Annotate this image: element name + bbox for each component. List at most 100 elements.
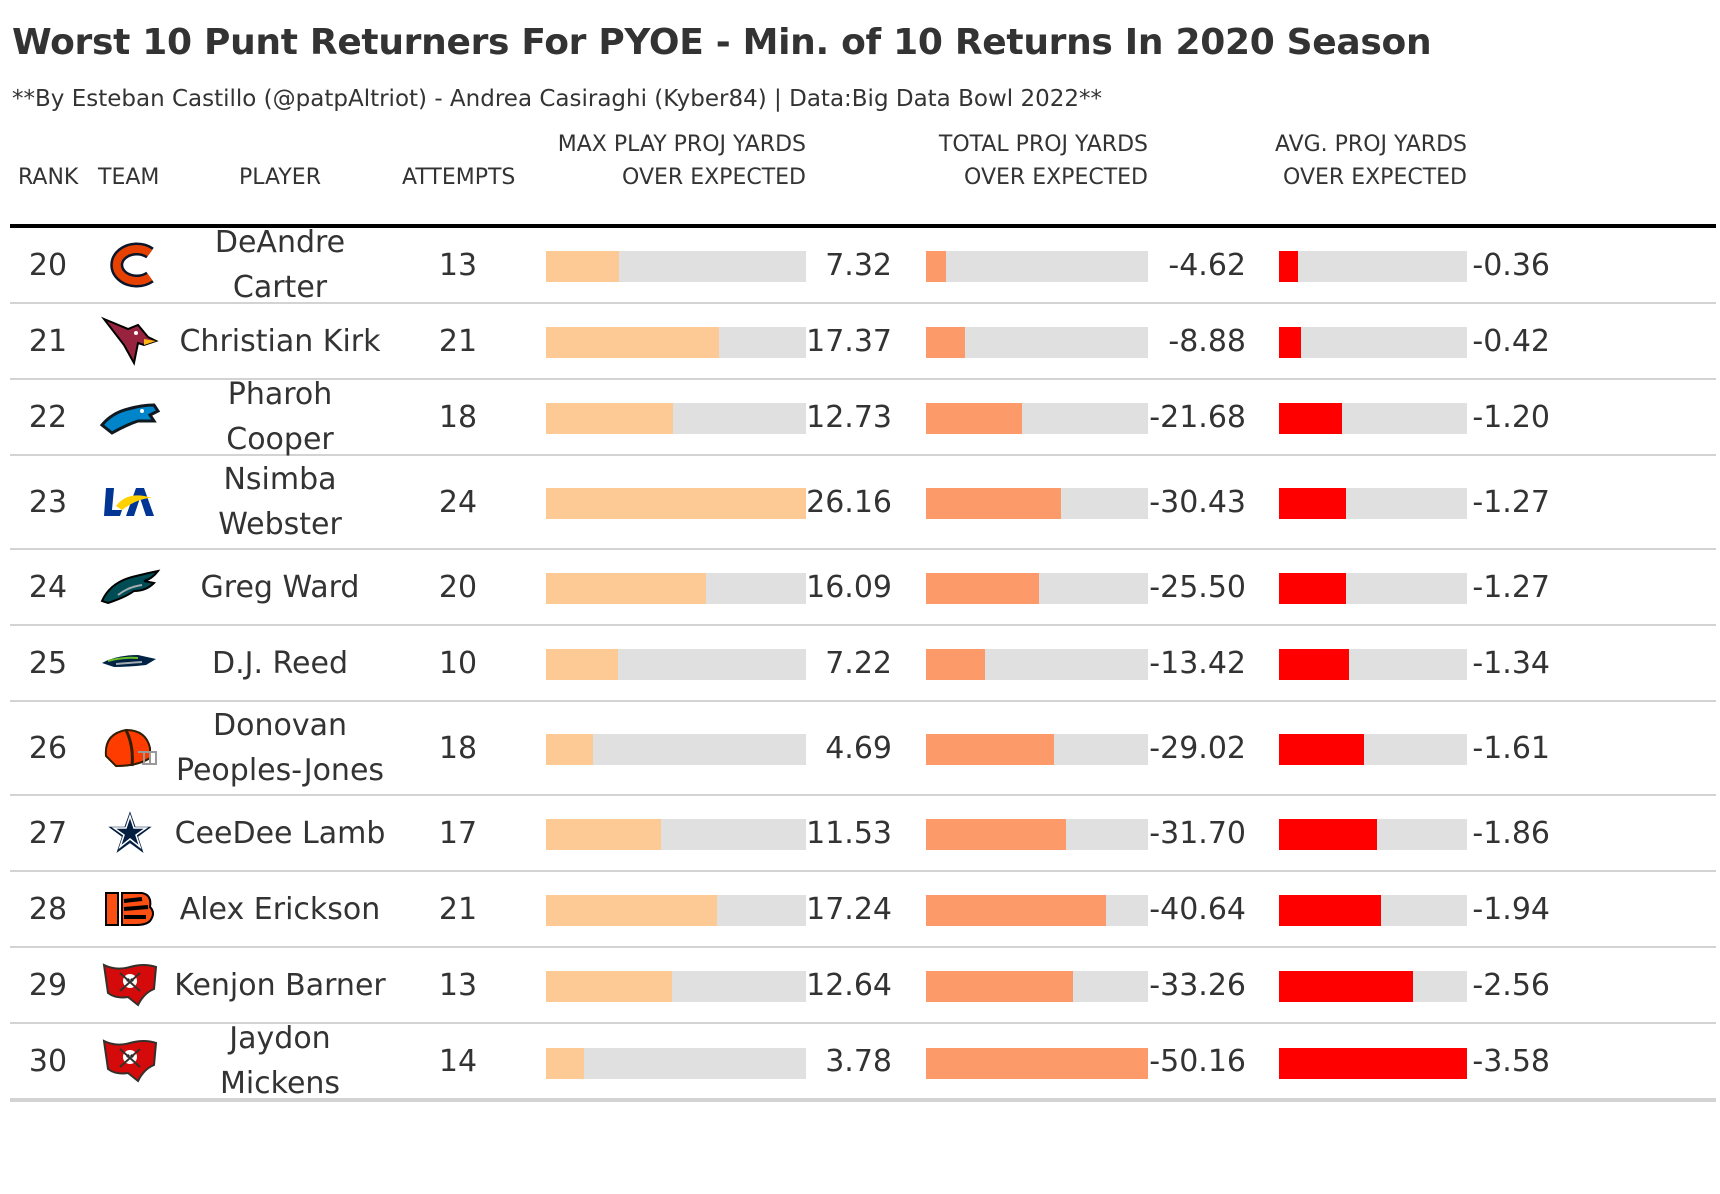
table-row: 30 Jaydon Mickens 14 3.78 -50.16 -3.58: [10, 1021, 1716, 1102]
max-bar: [546, 1048, 584, 1079]
table-row: 27 CeeDee Lamb 17 11.53 -31.70 -1.86: [10, 796, 1716, 872]
player-name: Kenjon Barner: [170, 948, 390, 1022]
attempts-value: 17: [438, 815, 478, 851]
total-value-label: -40.64: [1149, 891, 1246, 927]
total-bar: [926, 734, 1055, 765]
total-value-label: -8.88: [1168, 323, 1246, 359]
table-body: 20 DeAndre Carter 13 7.32 -4.62 -0.36 21 Christ…: [10, 225, 1716, 1102]
attempts-value: 24: [438, 484, 478, 520]
seahawks-logo: [98, 626, 162, 700]
table-row: 29 Kenjon Barner 13 12.64 -33.26 -2.56: [10, 948, 1716, 1024]
max-bar-track: [546, 1048, 806, 1079]
player-name-line: Peoples-Jones: [175, 753, 385, 788]
avg-value-label: -1.61: [1472, 730, 1550, 766]
table-row: 23 Nsimba Webster 24 26.16 -30.43 -1.27: [10, 456, 1716, 550]
total-value-label: -29.02: [1149, 730, 1246, 766]
avg-bar: [1279, 1048, 1467, 1079]
table-row: 22 Pharoh Cooper 18 12.73 -21.68 -1.20: [10, 377, 1716, 457]
total-value-label: -25.50: [1149, 569, 1246, 605]
player-name-line: Webster: [218, 507, 342, 542]
avg-bar: [1279, 895, 1381, 926]
table-row: 28 Alex Erickson 21 17.24 -40.64 -1.94: [10, 872, 1716, 948]
player-name: Greg Ward: [170, 550, 390, 624]
total-value-label: -21.68: [1149, 399, 1246, 435]
bears-logo: [98, 228, 162, 302]
table-row: 20 DeAndre Carter 13 7.32 -4.62 -0.36: [10, 225, 1716, 305]
header-attempts: ATTEMPTS: [402, 165, 516, 190]
avg-value-label: -0.42: [1472, 323, 1550, 359]
rank-value: 25: [28, 645, 68, 681]
total-bar: [926, 327, 966, 358]
total-value-label: -13.42: [1149, 645, 1246, 681]
rank-value: 30: [28, 1043, 68, 1079]
total-bar: [926, 971, 1074, 1002]
max-value-label: 12.64: [806, 967, 892, 1003]
table-row: 21 Christian Kirk 21 17.37 -8.88 -0.42: [10, 304, 1716, 380]
max-value-label: 17.37: [806, 323, 892, 359]
avg-bar: [1279, 488, 1346, 519]
max-value-label: 3.78: [825, 1043, 892, 1079]
max-bar: [546, 251, 619, 282]
rank-value: 20: [28, 247, 68, 283]
avg-bar-track: [1279, 327, 1467, 358]
player-name-line: Donovan: [213, 708, 347, 743]
max-bar: [546, 649, 618, 680]
attempts-value: 13: [438, 247, 478, 283]
attempts-value: 10: [438, 645, 478, 681]
rank-value: 26: [28, 730, 68, 766]
avg-bar: [1279, 971, 1414, 1002]
table-row: 24 Greg Ward 20 16.09 -25.50 -1.27: [10, 550, 1716, 626]
max-bar-track: [546, 649, 806, 680]
avg-value-label: -1.27: [1472, 484, 1550, 520]
player-name: Christian Kirk: [170, 304, 390, 378]
player-name-line: DeAndre Carter: [214, 225, 346, 305]
total-bar: [926, 649, 986, 680]
max-value-label: 26.16: [806, 484, 892, 520]
avg-bar-track: [1279, 251, 1467, 282]
total-bar: [926, 1048, 1148, 1079]
max-bar-track: [546, 819, 806, 850]
total-value-label: -31.70: [1149, 815, 1246, 851]
total-bar-track: [926, 819, 1148, 850]
max-bar-track: [546, 251, 806, 282]
player-name: Pharoh Cooper: [170, 377, 390, 457]
cowboys-logo: [98, 796, 162, 870]
attempts-value: 21: [438, 891, 478, 927]
attempts-value: 18: [438, 399, 478, 435]
attempts-value: 14: [438, 1043, 478, 1079]
rank-value: 24: [28, 569, 68, 605]
table-row: 26 Donovan Peoples-Jones 18 4.69 -29.02 -1.61: [10, 702, 1716, 796]
player-name-line: Nsimba: [223, 462, 337, 497]
avg-bar: [1279, 734, 1364, 765]
max-bar: [546, 327, 719, 358]
avg-value-label: -1.94: [1472, 891, 1550, 927]
rank-value: 28: [28, 891, 68, 927]
player-name: Donovan Peoples-Jones: [170, 702, 390, 794]
avg-bar-track: [1279, 403, 1467, 434]
header-total-line1: TOTAL PROJ YARDS: [938, 132, 1148, 157]
avg-bar-track: [1279, 649, 1467, 680]
header-player: PLAYER: [239, 165, 321, 190]
header-max-line2: OVER EXPECTED: [622, 165, 806, 190]
attempts-value: 13: [438, 967, 478, 1003]
max-bar-track: [546, 895, 806, 926]
header-rule: [10, 224, 1716, 228]
rank-value: 21: [28, 323, 68, 359]
player-name-line: Christian Kirk: [179, 323, 381, 359]
total-bar: [926, 573, 1039, 604]
total-value-label: -50.16: [1149, 1043, 1246, 1079]
header-total-line2: OVER EXPECTED: [964, 165, 1148, 190]
avg-value-label: -3.58: [1472, 1043, 1550, 1079]
player-name: D.J. Reed: [170, 626, 390, 700]
avg-value-label: -2.56: [1472, 967, 1550, 1003]
player-name: CeeDee Lamb: [170, 796, 390, 870]
max-bar: [546, 734, 593, 765]
max-value-label: 17.24: [806, 891, 892, 927]
eagles-logo: [98, 550, 162, 624]
header-rank: RANK: [18, 165, 79, 190]
bengals-logo: [98, 872, 162, 946]
max-bar-track: [546, 734, 806, 765]
rams-logo: [98, 456, 162, 548]
total-bar-track: [926, 327, 1148, 358]
